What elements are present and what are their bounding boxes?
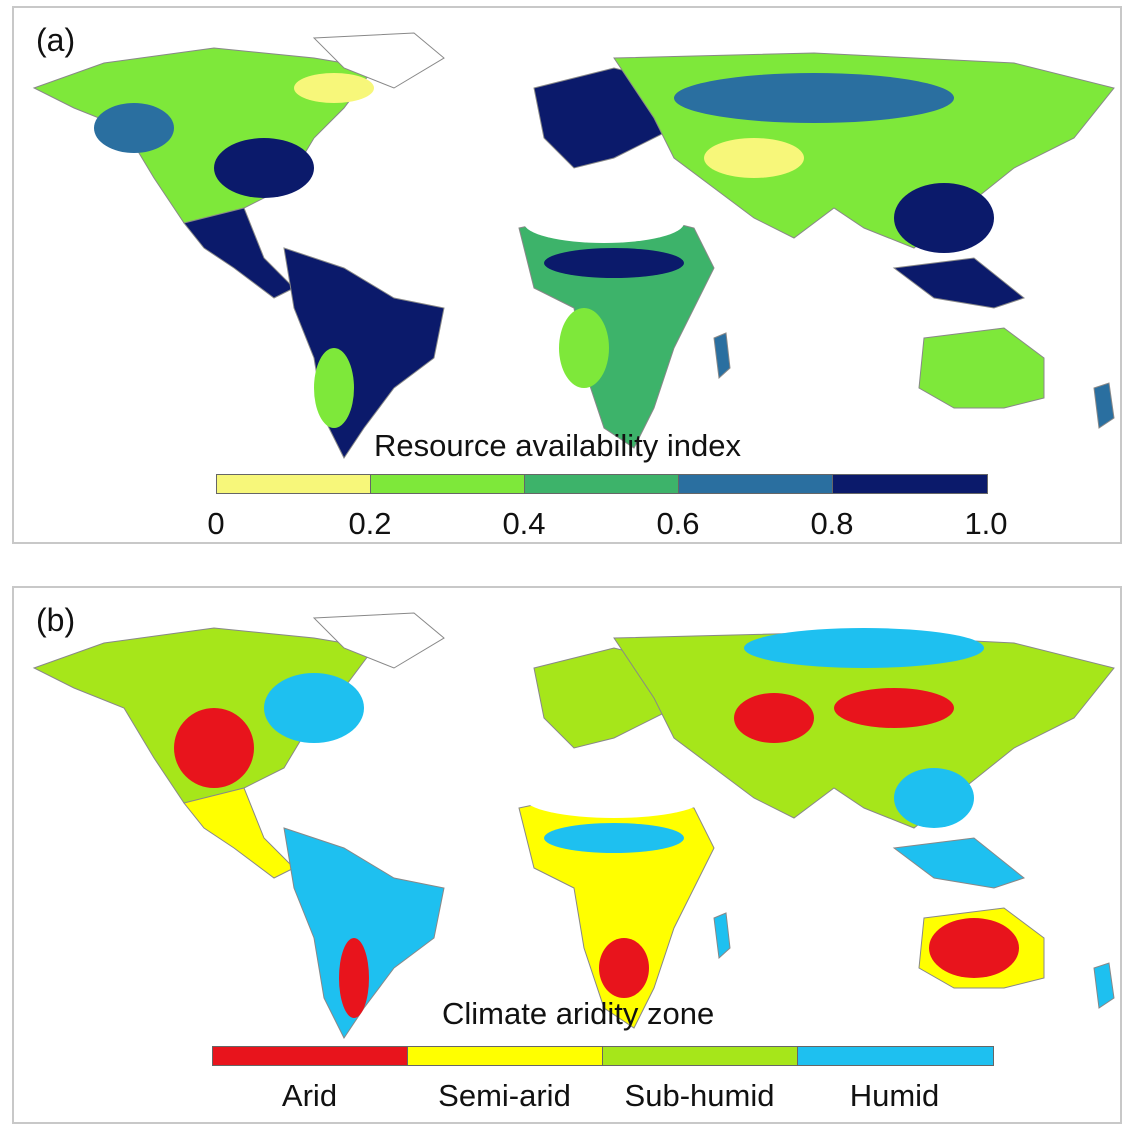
australia: [918, 327, 1045, 409]
colorbar-tick-label: 0: [207, 506, 225, 541]
east-asia-patch: [894, 768, 974, 828]
central-asia-patch: [704, 138, 804, 178]
central-africa-patch: [544, 248, 684, 278]
greenland: [312, 612, 445, 669]
legend-category-label: Semi-arid: [438, 1078, 571, 1113]
madagascar: [713, 912, 731, 960]
southern-africa-patch: [599, 938, 649, 998]
western-north-america-patch: [94, 103, 174, 153]
east-asia-patch: [894, 183, 994, 253]
legend-b-swatch-0: [213, 1047, 408, 1065]
southeast-asia: [892, 837, 1026, 889]
legend-bar-b: [212, 1046, 994, 1066]
eastern-north-america-patch: [264, 673, 364, 743]
australia-interior-patch: [929, 918, 1019, 978]
legend-category-label: Arid: [281, 1078, 338, 1113]
legend-b-swatch-2: [603, 1047, 798, 1065]
mongolia-patch: [834, 688, 954, 728]
legend-category-label: Sub-humid: [624, 1078, 775, 1113]
asia: [613, 632, 1115, 829]
sahara-patch: [524, 778, 704, 818]
central-asia-patch: [734, 693, 814, 743]
patagonia-patch: [339, 938, 369, 1018]
legend-b-swatch-3: [798, 1047, 993, 1065]
africa: [518, 207, 715, 449]
eastern-north-america-patch: [214, 138, 314, 198]
new-zealand: [1093, 962, 1115, 1009]
new-zealand: [1093, 382, 1115, 429]
colorbar-a: [216, 474, 988, 494]
colorbar-a-swatch-1: [371, 475, 525, 493]
colorbar-a-swatch-0: [217, 475, 371, 493]
colorbar-tick-label: 0.8: [810, 506, 854, 541]
resource-availability-map: [32, 32, 1115, 459]
panel-a: (a) Resource availability index 0 0.2 0.4 0…: [12, 6, 1122, 544]
panel-b: (b) Climate aridity zone Arid Semi-arid Su…: [12, 586, 1122, 1124]
central-america: [183, 787, 295, 879]
southern-africa-patch: [559, 308, 609, 388]
south-america: [283, 827, 445, 1039]
legend-b-swatch-1: [408, 1047, 603, 1065]
panel-label-a: (a): [36, 22, 76, 58]
central-america: [183, 207, 295, 299]
southwest-north-america-patch: [174, 708, 254, 788]
legend-title-a: Resource availability index: [374, 428, 742, 463]
siberia-patch: [674, 73, 954, 123]
climate-aridity-map: [32, 612, 1115, 1039]
panel-label-b: (b): [36, 602, 76, 638]
colorbar-a-swatch-2: [525, 475, 679, 493]
greenland: [312, 32, 445, 89]
colorbar-tick-label: 0.6: [656, 506, 700, 541]
legend-category-label: Humid: [849, 1078, 940, 1113]
colorbar-a-swatch-3: [679, 475, 833, 493]
madagascar: [713, 332, 731, 380]
colorbar-tick-label: 0.4: [502, 506, 546, 541]
colorbar-tick-label: 0.2: [348, 506, 392, 541]
central-africa-patch: [544, 823, 684, 853]
southern-south-america-patch: [314, 348, 354, 428]
colorbar-tick-label: 1.0: [964, 506, 1008, 541]
southeast-asia: [892, 257, 1026, 309]
arctic-canada-patch: [294, 73, 374, 103]
siberia-patch: [744, 628, 984, 668]
colorbar-a-swatch-4: [833, 475, 987, 493]
legend-title-b: Climate aridity zone: [442, 996, 715, 1031]
sahara-patch: [524, 203, 684, 243]
south-america: [283, 247, 445, 459]
